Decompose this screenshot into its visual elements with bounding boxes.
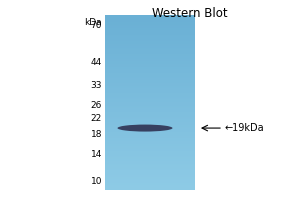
Text: 22: 22: [91, 114, 102, 123]
Text: 10: 10: [91, 177, 102, 186]
Text: 44: 44: [91, 58, 102, 67]
Text: kDa: kDa: [84, 18, 102, 27]
Text: 26: 26: [91, 101, 102, 110]
Text: 14: 14: [91, 150, 102, 159]
Text: 70: 70: [91, 21, 102, 30]
Text: Western Blot: Western Blot: [152, 7, 228, 20]
Ellipse shape: [118, 125, 172, 132]
Text: 33: 33: [91, 81, 102, 90]
Text: ←19kDa: ←19kDa: [225, 123, 265, 133]
Text: 18: 18: [91, 130, 102, 139]
